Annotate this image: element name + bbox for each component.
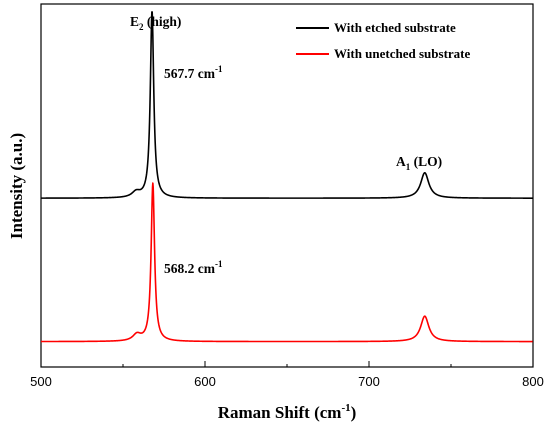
legend-label-etched: With etched substrate <box>334 20 456 35</box>
x-tick-label-800: 800 <box>522 374 544 389</box>
x-tick-label-500: 500 <box>30 374 52 389</box>
x-ticks: 500 600 700 800 <box>30 361 544 389</box>
series-line-1 <box>40 182 534 343</box>
e2-high-label: E2 (high) <box>130 14 181 32</box>
a1-lo-label: A1 (LO) <box>396 154 442 172</box>
legend-label-unetched: With unetched substrate <box>334 46 471 61</box>
x-tick-label-600: 600 <box>194 374 216 389</box>
legend: With etched substrate With unetched subs… <box>296 20 471 61</box>
x-axis-title: Raman Shift (cm-1) <box>218 402 357 422</box>
plot-frame <box>40 3 534 368</box>
y-axis-title: Intensity (a.u.) <box>7 133 26 239</box>
peak-unetched-label: 568.2 cm-1 <box>164 259 223 276</box>
series-line-0 <box>40 11 534 199</box>
peak-etched-label: 567.7 cm-1 <box>164 64 223 81</box>
series-group <box>40 11 534 343</box>
x-tick-label-700: 700 <box>358 374 380 389</box>
